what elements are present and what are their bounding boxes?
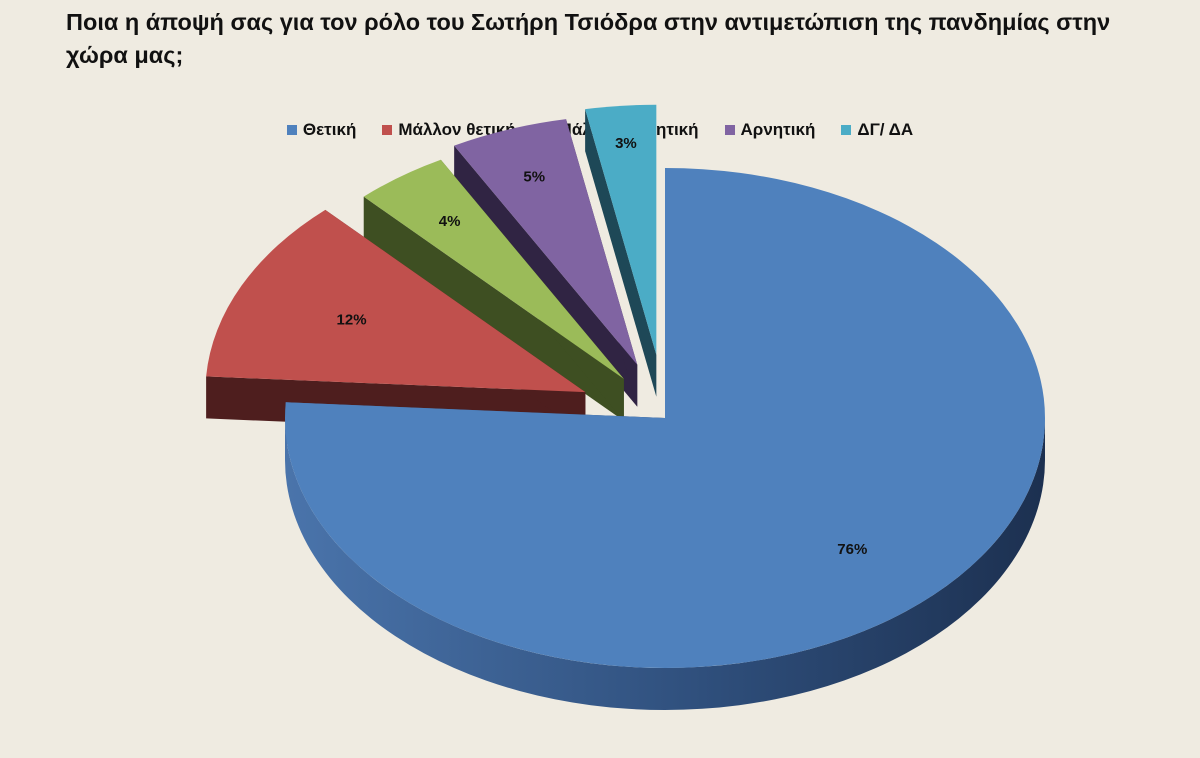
slice-side-face-mallon-arnitiki-0	[363, 196, 624, 421]
legend-swatch-thetiki	[286, 125, 297, 135]
slice-mallon-thetiki	[206, 209, 586, 435]
data-label-thetiki: 76%	[837, 541, 867, 558]
slice-mallon-arnitiki	[363, 159, 624, 421]
data-label-mallon-arnitiki: 4%	[439, 213, 461, 230]
slice-top-thetiki	[284, 168, 1045, 668]
legend-label-mallon-thetiki: Μάλλον θετική	[398, 120, 516, 139]
legend-item-dg-da: ΔΓ/ ΔΑ	[841, 120, 913, 140]
slice-outer-wall-thetiki	[285, 418, 1045, 710]
slice-thetiki	[284, 168, 1045, 710]
data-label-dg-da: 3%	[615, 135, 637, 152]
slice-top-mallon-arnitiki	[363, 159, 624, 379]
legend-item-thetiki: Θετική	[286, 120, 357, 140]
legend-swatch-arnitiki	[724, 125, 735, 135]
slice-side-face-dg-da-0	[585, 109, 657, 397]
legend-label-dg-da: ΔΓ/ ΔΑ	[857, 120, 914, 139]
slice-top-arnitiki	[454, 119, 638, 365]
slice-top-mallon-thetiki	[206, 209, 586, 393]
legend-swatch-mallon-thetiki	[382, 125, 393, 135]
legend-swatch-dg-da	[841, 125, 852, 135]
chart-title: Ποια η άποψή σας για τον ρόλο του Σωτήρη…	[66, 9, 1111, 68]
slice-top-dg-da	[585, 104, 657, 355]
legend-label-thetiki: Θετική	[302, 120, 357, 139]
slice-dg-da	[585, 104, 657, 397]
data-label-arnitiki: 5%	[523, 169, 545, 186]
legend-item-mallon-thetiki: Μάλλον θετική	[382, 120, 516, 140]
data-label-mallon-thetiki: 12%	[337, 312, 367, 329]
legend-label-arnitiki: Αρνητική	[740, 120, 816, 139]
legend-item-arnitiki: Αρνητική	[724, 120, 816, 140]
